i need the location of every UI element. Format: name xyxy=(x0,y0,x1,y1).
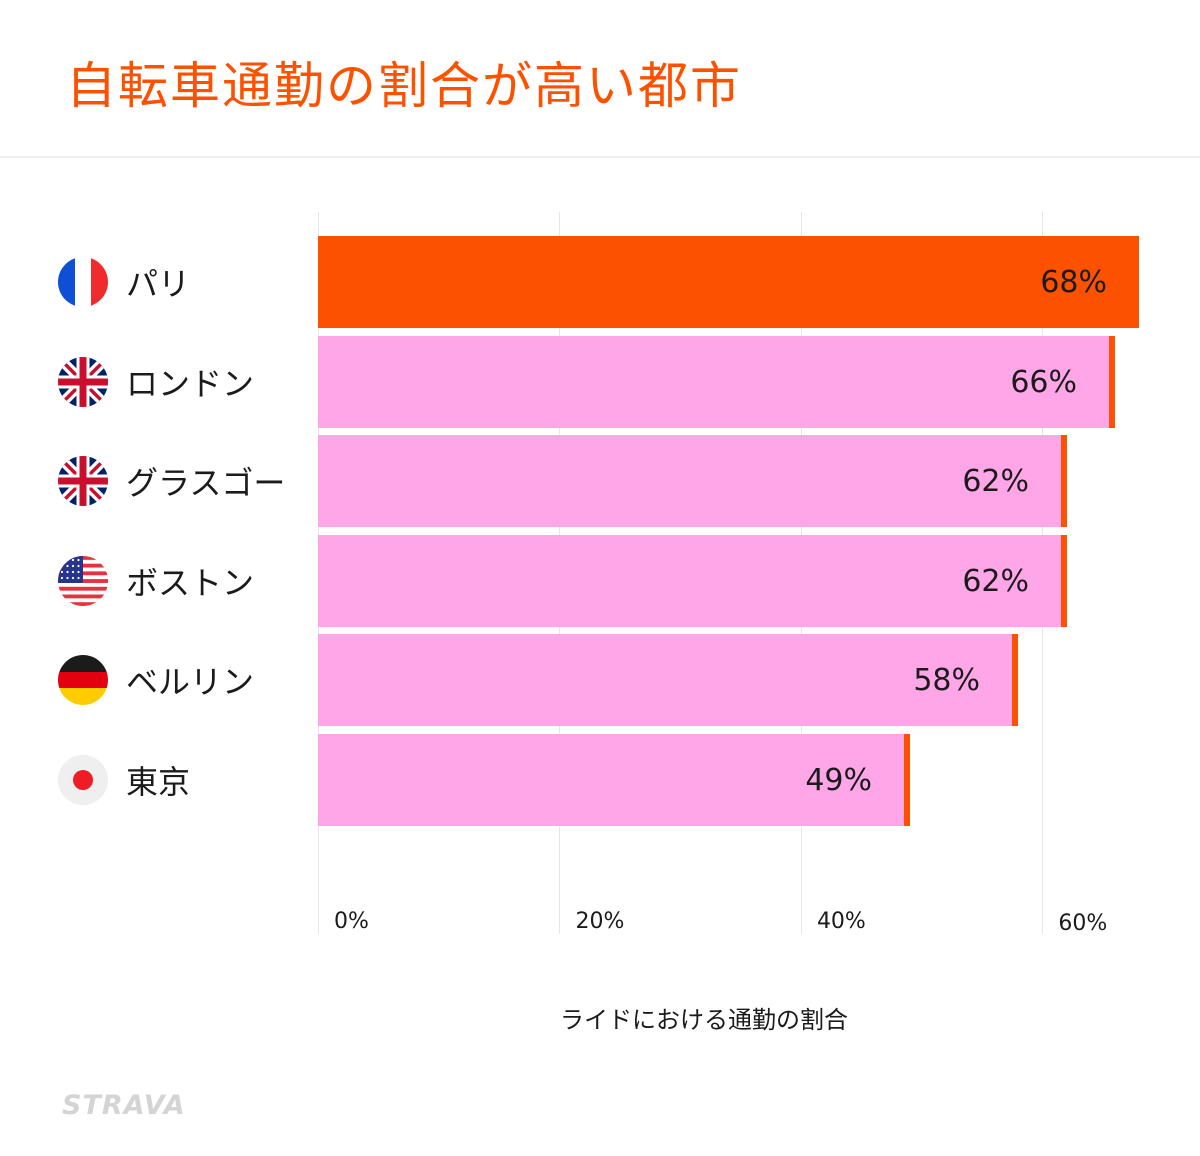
bar: 66% xyxy=(318,336,1115,428)
category-label: 東京 xyxy=(58,754,190,806)
x-tick-label: 60% xyxy=(1058,911,1108,936)
city-name: ベルリン xyxy=(126,663,255,701)
bar: 49% xyxy=(318,734,910,826)
germany-flag-icon xyxy=(58,655,108,705)
city-name: ロンドン xyxy=(126,365,255,403)
city-name: グラスゴー xyxy=(126,464,286,502)
category-label: グラスゴー xyxy=(58,455,285,507)
category-label: ボストン xyxy=(58,555,254,607)
japan-flag-icon xyxy=(58,755,108,805)
bar-end-marker xyxy=(1061,535,1067,627)
city-name: 東京 xyxy=(126,763,191,801)
x-tick-label: 20% xyxy=(575,909,625,934)
category-label: ロンドン xyxy=(58,356,254,408)
strava-logo: STRAVA xyxy=(62,1090,186,1121)
usa-flag-icon xyxy=(58,556,108,606)
value-label: 49% xyxy=(805,762,872,798)
uk-flag-icon xyxy=(58,357,108,407)
value-label: 58% xyxy=(913,662,980,698)
value-label: 68% xyxy=(1040,264,1107,300)
bar: 62% xyxy=(318,535,1067,627)
value-label: 62% xyxy=(962,563,1029,599)
bar-end-marker xyxy=(1109,336,1115,428)
france-flag-icon xyxy=(58,257,108,307)
bar: 58% xyxy=(318,634,1018,726)
value-label: 62% xyxy=(962,463,1029,499)
header-divider xyxy=(0,156,1200,158)
value-label: 66% xyxy=(1010,364,1077,400)
city-name: パリ xyxy=(126,265,191,303)
x-tick-label: 0% xyxy=(334,909,369,934)
bar-end-marker xyxy=(1012,634,1018,726)
bar-end-marker xyxy=(1061,435,1067,527)
bar-end-marker xyxy=(904,734,910,826)
bar: 62% xyxy=(318,435,1067,527)
chart-title: 自転車通勤の割合が高い都市 xyxy=(66,57,742,115)
category-label: ベルリン xyxy=(58,654,254,706)
bar: 68% xyxy=(318,236,1139,328)
category-label: パリ xyxy=(58,256,190,308)
x-tick-label: 40% xyxy=(816,909,866,934)
city-name: ボストン xyxy=(126,564,255,602)
x-axis-label: ライドにおける通勤の割合 xyxy=(560,1006,848,1034)
uk-flag-icon xyxy=(58,456,108,506)
